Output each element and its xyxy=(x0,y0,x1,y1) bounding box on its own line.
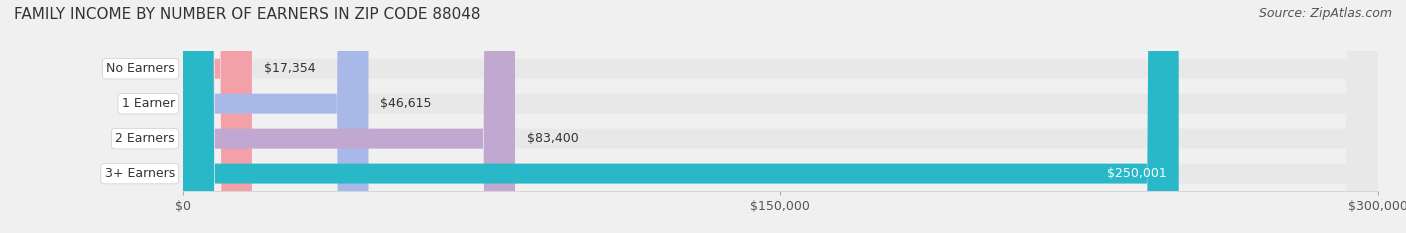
Text: $250,001: $250,001 xyxy=(1107,167,1167,180)
Text: $46,615: $46,615 xyxy=(381,97,432,110)
Text: FAMILY INCOME BY NUMBER OF EARNERS IN ZIP CODE 88048: FAMILY INCOME BY NUMBER OF EARNERS IN ZI… xyxy=(14,7,481,22)
Text: $83,400: $83,400 xyxy=(527,132,579,145)
FancyBboxPatch shape xyxy=(183,0,1378,233)
FancyBboxPatch shape xyxy=(183,0,1178,233)
FancyBboxPatch shape xyxy=(183,0,368,233)
Text: 2 Earners: 2 Earners xyxy=(115,132,174,145)
Text: 1 Earner: 1 Earner xyxy=(122,97,174,110)
Text: 3+ Earners: 3+ Earners xyxy=(104,167,174,180)
FancyBboxPatch shape xyxy=(183,0,1378,233)
FancyBboxPatch shape xyxy=(183,0,515,233)
FancyBboxPatch shape xyxy=(183,0,1378,233)
Text: $17,354: $17,354 xyxy=(264,62,315,75)
FancyBboxPatch shape xyxy=(183,0,252,233)
Text: Source: ZipAtlas.com: Source: ZipAtlas.com xyxy=(1258,7,1392,20)
Text: No Earners: No Earners xyxy=(105,62,174,75)
FancyBboxPatch shape xyxy=(183,0,1378,233)
